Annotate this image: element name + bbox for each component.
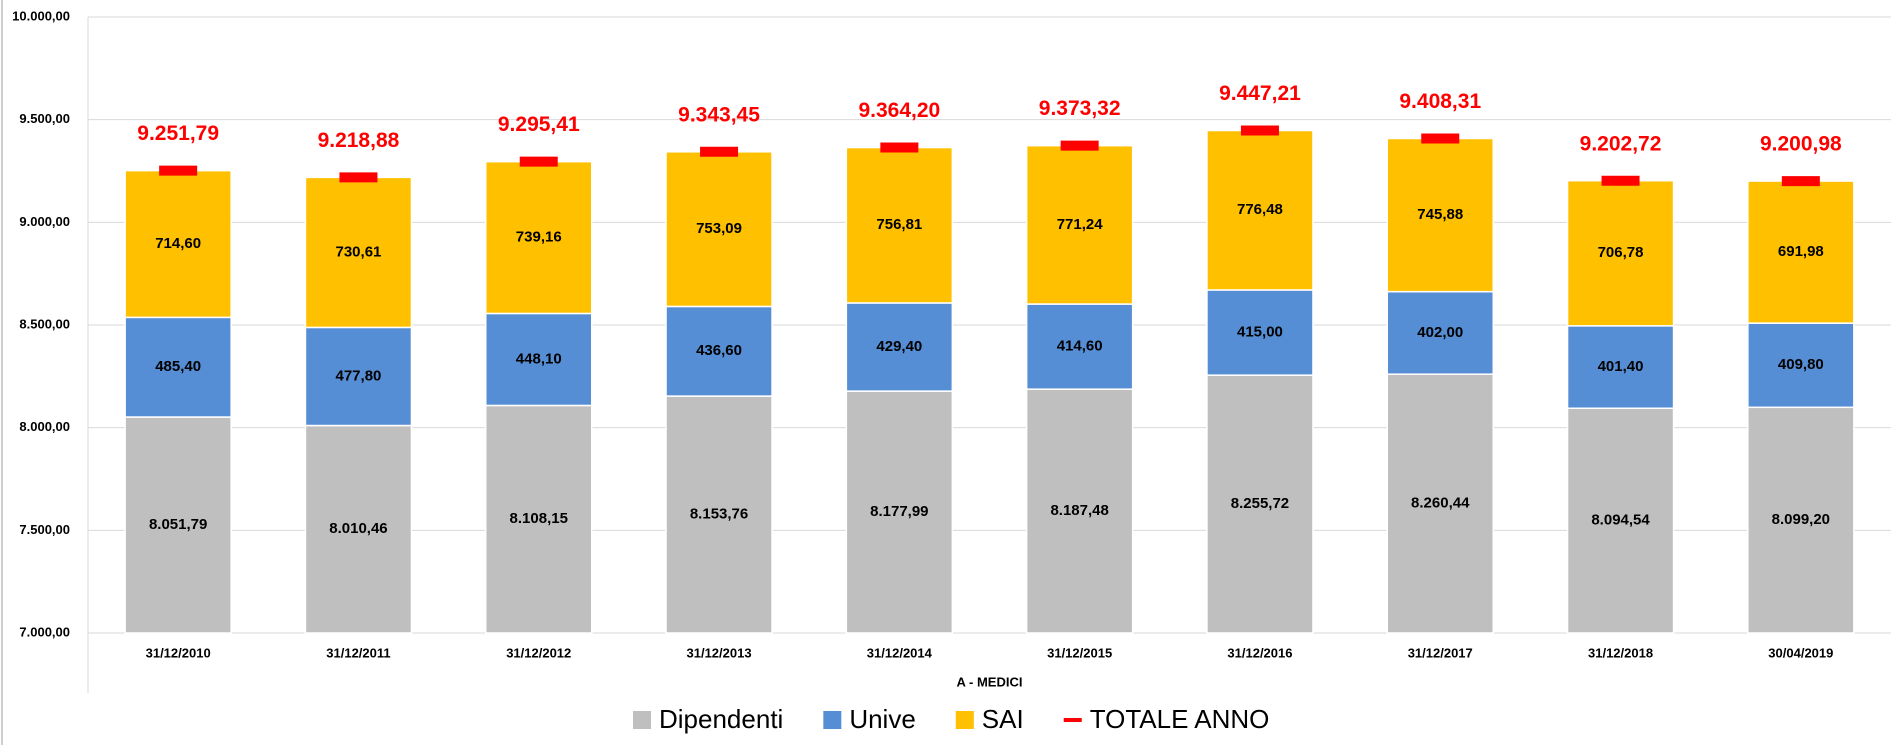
y-tick-label: 9.000,00 (19, 214, 70, 229)
y-tick-label: 9.500,00 (19, 111, 70, 126)
bar-segment (1747, 406, 1855, 634)
bar-segment (1386, 290, 1494, 375)
bar-segment (1206, 129, 1314, 291)
bar-segment (1566, 407, 1675, 634)
bar-segment (124, 169, 232, 319)
data-label: 776,48 (1237, 201, 1283, 218)
data-label: 8.094,54 (1591, 512, 1650, 529)
total-label: 9.364,20 (858, 99, 940, 122)
bar-segment (1566, 179, 1675, 327)
data-label: 485,40 (155, 358, 201, 375)
x-tick-label: 31/12/2013 (687, 645, 752, 660)
bar-segment (304, 326, 413, 427)
legend-swatch (955, 711, 974, 729)
data-label: 745,88 (1417, 206, 1463, 223)
total-label: 9.447,21 (1219, 82, 1301, 105)
x-tick-label: 31/12/2017 (1408, 645, 1473, 660)
x-tick-label: 31/12/2016 (1227, 645, 1292, 660)
data-label: 739,16 (516, 229, 562, 246)
bar-segment (1025, 388, 1134, 634)
x-tick-label: 31/12/2014 (867, 645, 933, 660)
bar-segment (845, 390, 954, 634)
data-label: 8.010,46 (329, 520, 387, 537)
y-tick-label: 7.500,00 (19, 522, 70, 537)
data-label: 401,40 (1598, 358, 1644, 375)
data-label: 448,10 (516, 350, 562, 367)
bar-segment (665, 151, 773, 308)
data-label: 436,60 (696, 342, 742, 359)
data-label: 414,60 (1057, 338, 1103, 355)
bar-segment (485, 160, 593, 315)
bar-segment (1747, 322, 1855, 409)
data-label: 402,00 (1417, 324, 1463, 341)
data-label: 771,24 (1057, 216, 1104, 233)
x-tick-label: 31/12/2018 (1588, 645, 1653, 660)
data-label: 8.255,72 (1231, 495, 1289, 512)
data-label: 409,80 (1778, 356, 1824, 373)
bar-segment (1206, 374, 1314, 634)
data-label: 756,81 (876, 216, 922, 233)
bar-segment (845, 302, 954, 392)
bar-segment (124, 316, 232, 418)
x-axis-label: A - MEDICI (957, 674, 1023, 689)
legend-swatch (823, 711, 842, 729)
bar-segment (304, 424, 413, 634)
y-tick-label: 8.000,00 (19, 419, 70, 434)
total-label: 9.218,88 (318, 129, 400, 152)
bar-segment (665, 305, 773, 397)
bar-segment (1206, 289, 1314, 376)
data-label: 8.153,76 (690, 506, 748, 523)
y-tick-label: 7.000,00 (19, 624, 70, 639)
bar-segment (1386, 373, 1494, 634)
bar-segment (124, 416, 232, 634)
total-label: 9.373,32 (1039, 97, 1121, 120)
x-tick-label: 31/12/2011 (326, 645, 390, 660)
legend-label: Dipendenti (659, 704, 783, 734)
data-label: 8.260,44 (1411, 495, 1470, 512)
data-label: 753,09 (696, 220, 742, 237)
data-label: 706,78 (1598, 244, 1644, 261)
total-label: 9.251,79 (137, 122, 219, 145)
bar-segment (1747, 180, 1855, 324)
bar-segment (1025, 303, 1134, 390)
x-tick-label: 31/12/2015 (1047, 645, 1112, 660)
bar-segment (665, 395, 773, 634)
y-tick-label: 8.500,00 (19, 316, 70, 331)
data-label: 415,00 (1237, 324, 1283, 341)
data-label: 429,40 (876, 338, 922, 355)
x-tick-label: 30/04/2019 (1768, 645, 1833, 660)
data-label: 714,60 (155, 235, 201, 252)
legend-label: SAI (982, 704, 1024, 734)
total-label: 9.343,45 (678, 103, 760, 126)
data-label: 730,61 (336, 243, 382, 260)
bar-segment (304, 176, 413, 329)
legend-swatch (633, 711, 651, 729)
data-label: 477,80 (336, 367, 382, 384)
data-label: 8.051,79 (149, 516, 207, 533)
data-label: 8.099,20 (1772, 511, 1830, 528)
total-label: 9.202,72 (1580, 132, 1662, 155)
data-label: 8.108,15 (510, 510, 568, 527)
y-tick-label: 10.000,00 (12, 8, 70, 23)
legend-label: TOTALE ANNO (1090, 704, 1270, 734)
x-tick-label: 31/12/2010 (146, 645, 211, 660)
data-label: 691,98 (1778, 243, 1824, 260)
bar-segment (485, 404, 593, 634)
data-label: 8.177,99 (870, 503, 928, 520)
total-label: 9.295,41 (498, 113, 580, 136)
bar-segment (845, 146, 954, 304)
total-label: 9.408,31 (1399, 90, 1481, 113)
legend-label: Unive (849, 704, 915, 734)
bar-segment (1025, 144, 1134, 305)
data-label: 8.187,48 (1050, 502, 1108, 519)
total-label: 9.200,98 (1760, 133, 1842, 156)
bar-segment (485, 312, 593, 407)
x-tick-label: 31/12/2012 (506, 645, 571, 660)
